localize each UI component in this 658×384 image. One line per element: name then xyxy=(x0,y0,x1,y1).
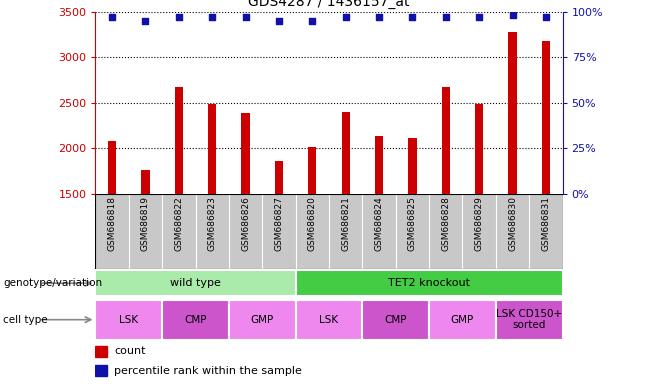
Text: GSM686825: GSM686825 xyxy=(408,196,417,251)
Point xyxy=(474,14,484,20)
Point xyxy=(140,18,151,24)
Text: GSM686819: GSM686819 xyxy=(141,196,150,251)
Bar xyxy=(375,136,383,194)
Bar xyxy=(442,87,450,194)
Text: LSK: LSK xyxy=(319,314,339,325)
Text: GMP: GMP xyxy=(251,314,274,325)
Text: GSM686831: GSM686831 xyxy=(542,196,550,251)
Point xyxy=(274,18,284,24)
Text: cell type: cell type xyxy=(3,314,48,325)
Text: GSM686828: GSM686828 xyxy=(442,196,450,251)
Bar xyxy=(241,113,250,194)
Text: GSM686824: GSM686824 xyxy=(374,196,384,251)
Point xyxy=(307,18,318,24)
Point xyxy=(507,12,518,18)
Text: GSM686830: GSM686830 xyxy=(508,196,517,251)
Text: CMP: CMP xyxy=(184,314,207,325)
Text: GSM686823: GSM686823 xyxy=(208,196,216,251)
Bar xyxy=(408,138,417,194)
Text: count: count xyxy=(114,346,145,356)
Bar xyxy=(308,147,316,194)
Text: GSM686818: GSM686818 xyxy=(108,196,116,251)
Bar xyxy=(496,300,563,339)
Bar xyxy=(95,300,162,339)
Bar xyxy=(95,346,107,357)
Bar xyxy=(475,104,484,194)
Text: TET2 knockout: TET2 knockout xyxy=(388,278,470,288)
Text: GSM686826: GSM686826 xyxy=(241,196,250,251)
Bar xyxy=(95,365,107,376)
Point xyxy=(340,14,351,20)
Text: GSM686821: GSM686821 xyxy=(342,196,350,251)
Text: LSK: LSK xyxy=(119,314,138,325)
Point xyxy=(207,14,217,20)
Bar xyxy=(95,270,295,296)
Text: GMP: GMP xyxy=(451,314,474,325)
Bar xyxy=(141,170,149,194)
Point xyxy=(374,14,384,20)
Title: GDS4287 / 1436157_at: GDS4287 / 1436157_at xyxy=(248,0,410,9)
Bar xyxy=(295,270,563,296)
Text: wild type: wild type xyxy=(170,278,221,288)
Bar xyxy=(509,31,517,194)
Point xyxy=(407,14,418,20)
Text: genotype/variation: genotype/variation xyxy=(3,278,103,288)
Text: GSM686820: GSM686820 xyxy=(308,196,316,251)
Point xyxy=(174,14,184,20)
Bar xyxy=(108,141,116,194)
Text: GSM686822: GSM686822 xyxy=(174,196,184,251)
Point xyxy=(541,14,551,20)
Bar xyxy=(229,300,295,339)
Point xyxy=(441,14,451,20)
Text: CMP: CMP xyxy=(384,314,407,325)
Bar xyxy=(162,300,229,339)
Bar xyxy=(542,41,550,194)
Bar xyxy=(295,300,363,339)
Point xyxy=(107,14,117,20)
Bar xyxy=(208,104,216,194)
Point xyxy=(240,14,251,20)
Bar xyxy=(342,112,350,194)
Bar xyxy=(275,161,283,194)
Text: GSM686827: GSM686827 xyxy=(274,196,284,251)
Bar xyxy=(174,87,183,194)
Bar xyxy=(429,300,496,339)
Text: LSK CD150+
sorted: LSK CD150+ sorted xyxy=(496,309,563,331)
Text: GSM686829: GSM686829 xyxy=(474,196,484,251)
Text: percentile rank within the sample: percentile rank within the sample xyxy=(114,366,302,376)
Bar xyxy=(363,300,429,339)
